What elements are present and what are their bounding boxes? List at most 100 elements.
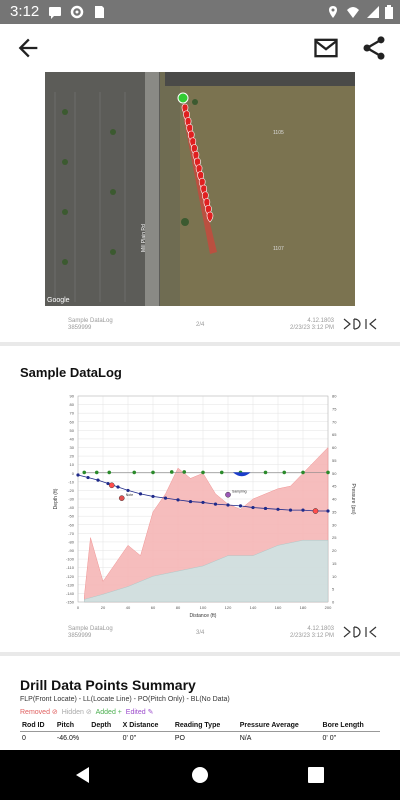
cell-bore-length: 0' 0" — [322, 735, 337, 742]
bore-pin — [206, 211, 214, 223]
status-bar: 3:12 — [0, 0, 400, 24]
y-tick-label: -140 — [66, 591, 75, 596]
depth-point — [106, 481, 110, 486]
depth-point — [251, 505, 255, 510]
locate-point — [301, 470, 305, 475]
y2-tick-label: 25 — [332, 535, 337, 540]
removed-flag: Removed — [20, 709, 50, 716]
dci-logo — [343, 626, 377, 638]
y-tick-label: 30 — [70, 445, 75, 450]
map-label-2: 1107 — [273, 246, 284, 252]
map-footer-right: 4.12.1803 2/23/23 3:12 PM — [290, 318, 335, 331]
depth-point — [301, 508, 305, 512]
battery-icon — [385, 5, 393, 19]
depth-point — [238, 504, 243, 508]
drill-chart: 9080706050403020100-10-20-30-40-50-60-70… — [53, 394, 356, 620]
x-tick-label: 20 — [101, 605, 106, 610]
table-row[interactable]: 0 -46.0% 0' 0" PO N/A 0' 0" — [20, 732, 380, 746]
chart-page-title: Sample DataLog — [20, 365, 122, 380]
x-tick-label: 40 — [126, 605, 131, 610]
depth-point — [326, 509, 330, 513]
map-label-1: 1105 — [273, 130, 284, 136]
pin-marker — [206, 211, 214, 223]
depth-point — [116, 485, 120, 489]
y2-tick-label: 40 — [332, 497, 337, 502]
y2-tick-label: 65 — [332, 432, 337, 437]
edit-flags: Removed ⊘ Hidden ⊘ Added + Edited ✎ — [20, 708, 153, 716]
chart-page: Sample DataLog 90 80 70 60 50 40 30 20 10 0 -10 -20… — [0, 346, 400, 652]
locate-point — [219, 470, 224, 475]
col-x-distance: X Distance — [120, 720, 173, 732]
depth-point — [176, 498, 180, 502]
summary-page: Drill Data Points Summary FLP(Front Loca… — [0, 656, 400, 750]
dci-logo — [343, 318, 377, 330]
svg-text:Mill Plain Rd: Mill Plain Rd — [141, 224, 147, 252]
y-tick-label: -50 — [68, 514, 75, 519]
nav-home-icon[interactable] — [191, 766, 209, 784]
y2-tick-label: 50 — [332, 471, 337, 476]
event-marker — [108, 482, 115, 489]
status-time: 3:12 — [10, 3, 40, 20]
y-axis-label: Depth (ft) — [53, 488, 59, 509]
removed-icon: ⊘ — [51, 709, 58, 716]
x-tick-label: 0 — [77, 605, 80, 610]
y-tick-label: 20 — [70, 454, 75, 459]
col-depth: Depth — [89, 720, 121, 732]
y2-tick-label: 80 — [332, 394, 337, 399]
obstacle-marker — [233, 472, 251, 477]
y-tick-label: 0 — [72, 471, 75, 476]
chart-footer-left: Sample DataLog 3859999 — [68, 626, 113, 639]
y-tick-label: -150 — [66, 600, 75, 605]
x-tick-label: 180 — [300, 605, 307, 610]
hidden-flag: Hidden — [61, 709, 84, 716]
table-header-row: Rod ID Pitch Depth X Distance Reading Ty… — [20, 720, 380, 732]
satellite-map[interactable]: Mill Plain Rd 1105 1107 Google — [45, 72, 355, 306]
marker-label: Note — [126, 493, 133, 497]
marker-label: Sampling — [232, 490, 247, 494]
depth-point — [226, 503, 230, 507]
y-tick-label: 50 — [70, 428, 75, 433]
col-rod-id: Rod ID — [20, 720, 55, 732]
x-axis-label: Distance (ft) — [190, 613, 217, 619]
share-icon[interactable] — [360, 34, 388, 62]
edited-icon: ✎ — [147, 709, 154, 716]
summary-title: Drill Data Points Summary — [20, 677, 196, 693]
locate-point — [182, 470, 187, 474]
map-footer-page: 2/4 — [196, 322, 205, 328]
report-scroll-area[interactable]: Mill Plain Rd 1105 1107 Google Sample Da… — [0, 72, 400, 750]
map-label-road: Mill Plain Rd — [141, 224, 147, 252]
nav-back-icon[interactable] — [74, 766, 92, 784]
chart-footer-page: 3/4 — [196, 630, 205, 636]
locate-point — [201, 470, 205, 475]
event-marker — [118, 495, 125, 501]
y-tick-label: -100 — [66, 557, 75, 562]
hidden-icon: ⊘ — [85, 709, 92, 716]
y-tick-label: 60 — [70, 419, 75, 424]
start-pin[interactable] — [177, 92, 189, 104]
y2-tick-label: 75 — [332, 406, 337, 411]
depth-point — [151, 494, 155, 499]
arrow-back-icon[interactable] — [14, 34, 42, 62]
x-tick-label: 60 — [151, 605, 156, 610]
system-nav-bar — [0, 750, 400, 800]
cell-reading-type: PO — [174, 735, 185, 742]
y-tick-label: -90 — [68, 548, 75, 553]
google-logo: Google — [47, 297, 70, 304]
depth-point — [96, 478, 100, 482]
y-tick-label: -120 — [66, 574, 75, 579]
depth-point — [288, 508, 293, 512]
y2-tick-label: 55 — [332, 458, 337, 463]
depth-point — [213, 502, 218, 506]
y2-tick-label: 0 — [332, 600, 335, 605]
y2-axis-label: Pressure (psi) — [350, 483, 356, 514]
event-marker — [312, 508, 319, 514]
email-icon[interactable] — [312, 34, 340, 62]
chart-footer-right: 4.12.1803 2/23/23 3:12 PM — [290, 626, 335, 639]
y-tick-label: 10 — [70, 462, 75, 467]
y-tick-label: 40 — [70, 436, 75, 441]
nav-recents-icon[interactable] — [308, 767, 324, 783]
depth-point — [188, 499, 193, 504]
y2-tick-label: 20 — [332, 548, 337, 553]
reading-type-legend: FLP(Front Locate) - LL(Locate Line) - PO… — [20, 696, 230, 703]
y2-tick-label: 30 — [332, 522, 337, 527]
